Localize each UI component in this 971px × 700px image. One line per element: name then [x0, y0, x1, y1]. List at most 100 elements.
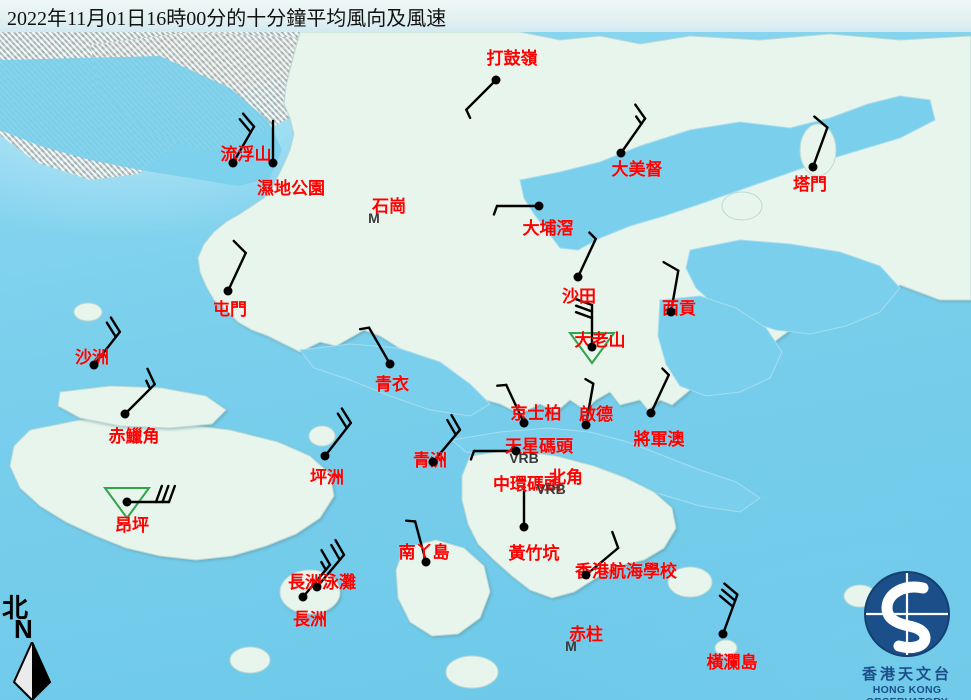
station-label: 濕地公園	[257, 179, 325, 198]
wind-barb	[662, 260, 680, 314]
station-dot	[268, 158, 278, 168]
wind-barb	[226, 239, 247, 293]
station-dot	[718, 629, 728, 639]
station-label: 大埔滘	[522, 219, 574, 238]
island-sha-chau	[73, 302, 103, 322]
compass-rose: 北 N	[2, 588, 64, 700]
land-hong-kong-island	[461, 449, 677, 599]
hko-logo-text-cn: 香港天文台	[861, 667, 952, 683]
water-deep-bay	[0, 56, 282, 186]
station-dot	[228, 158, 238, 168]
land-lantau-island	[9, 417, 335, 561]
station-dot	[511, 446, 521, 456]
land-chek-lap-kok	[57, 385, 227, 429]
island-peng-chau	[308, 425, 336, 447]
wind-barb	[811, 115, 829, 169]
station-label: 京士柏	[510, 404, 562, 423]
station-label: 大美督	[611, 160, 663, 179]
station-dot	[587, 342, 597, 352]
station-label: 北角	[549, 468, 583, 487]
wind-barb	[465, 78, 498, 120]
wind-barb	[231, 112, 256, 165]
hko-logo: 香港天文台 HONG KONG OBSERVATORY	[846, 566, 968, 700]
wind-barb	[574, 297, 594, 349]
island-misc-1	[667, 566, 713, 598]
wind-barb	[358, 326, 392, 366]
missing-data-marker: M	[565, 638, 577, 654]
station-label: 昂坪	[115, 516, 149, 535]
station-dot	[808, 162, 818, 172]
station-label: 啟德	[579, 405, 613, 424]
station-label: 石崗	[372, 197, 406, 216]
island-waglan	[714, 639, 738, 657]
station-dot	[581, 570, 591, 580]
compass-label-en: N	[14, 614, 33, 644]
station-dot	[519, 418, 529, 428]
station-dot	[320, 451, 330, 461]
station-dot	[120, 409, 130, 419]
wind-barb	[404, 519, 428, 564]
wind-barb	[301, 548, 332, 599]
wind-barb	[123, 367, 156, 416]
station-label: 黃竹坑	[508, 544, 560, 563]
station-dot	[298, 592, 308, 602]
station-label: 坪洲	[310, 468, 344, 487]
wind-barb	[315, 538, 346, 589]
station-dot	[616, 148, 626, 158]
wind-barb	[92, 316, 122, 367]
station-label: 塔門	[793, 175, 827, 194]
station-dot	[491, 75, 501, 85]
wind-barb	[584, 377, 595, 427]
station-dot	[421, 557, 431, 567]
wind-barb	[431, 413, 462, 464]
station-label: 長洲	[293, 610, 327, 629]
station-dot	[581, 420, 591, 430]
station-label: 大老山	[574, 331, 626, 350]
station-dot	[428, 457, 438, 467]
station-label: 將軍澳	[633, 430, 685, 449]
wind-barb	[469, 449, 518, 461]
station-dot	[312, 582, 322, 592]
title-band	[0, 0, 971, 32]
station-label: 屯門	[213, 300, 247, 319]
station-label: 中環碼頭	[493, 475, 561, 494]
station-label: 青衣	[375, 375, 409, 394]
wind-barb	[323, 407, 353, 458]
station-label: 長洲泳灘	[288, 573, 356, 592]
station-label: 赤鱲角	[108, 427, 160, 446]
variable-wind-marker: VRB	[536, 481, 566, 497]
water-tsing-yi-channel	[299, 343, 491, 417]
missing-data-marker: M	[368, 210, 380, 226]
station-dot	[223, 286, 233, 296]
page-title: 2022年11月01日16時00分的十分鐘平均風向及風速	[7, 8, 447, 30]
wind-barb	[649, 367, 670, 415]
station-dot	[573, 272, 583, 282]
station-label: 打鼓嶺	[486, 49, 538, 68]
station-dot	[122, 497, 132, 507]
station-label: 香港航海學校	[575, 562, 677, 581]
station-label: 沙田	[562, 287, 596, 306]
station-dot	[666, 307, 676, 317]
wind-barb	[496, 383, 526, 425]
wind-barb	[584, 530, 620, 577]
island-cheung-chau	[279, 569, 341, 615]
station-label: 天星碼頭	[505, 437, 573, 456]
north-arrow-icon	[12, 642, 52, 700]
station-label: 沙洲	[75, 348, 109, 367]
station-label: 南丫島	[398, 543, 450, 562]
wind-barb	[125, 484, 177, 504]
hko-logo-icon	[864, 571, 950, 657]
station-dot	[385, 359, 395, 369]
station-dot	[519, 522, 529, 532]
island-misc-4	[229, 646, 271, 674]
station-label: 赤柱	[569, 625, 603, 644]
wind-barb	[492, 204, 541, 216]
island-misc-3	[445, 655, 499, 689]
station-dot	[534, 201, 544, 211]
station-dot	[646, 408, 656, 418]
station-dot	[89, 360, 99, 370]
wind-barb	[576, 231, 597, 279]
